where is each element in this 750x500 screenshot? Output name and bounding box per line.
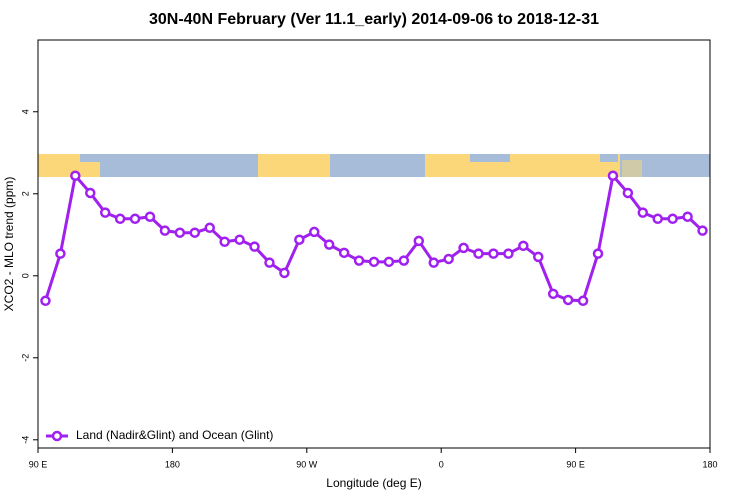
point	[249, 241, 260, 252]
x-tick-label: 180	[702, 459, 717, 469]
point	[204, 222, 215, 234]
x-tick-label: 90 E	[566, 459, 585, 469]
point	[85, 187, 96, 199]
point	[309, 226, 320, 238]
x-tick-label: 90 W	[296, 459, 318, 469]
point	[383, 256, 395, 268]
y-tick-label: -2	[20, 354, 30, 362]
point	[592, 248, 604, 259]
point	[413, 235, 425, 247]
y-tick-label: 4	[20, 109, 30, 114]
map-strip	[38, 154, 710, 177]
point	[547, 288, 559, 300]
point	[398, 255, 410, 266]
point	[368, 256, 380, 268]
x-tick-label: 0	[439, 459, 444, 469]
x-axis-label: Longitude (deg E)	[326, 476, 421, 490]
point	[577, 295, 589, 307]
point	[189, 227, 201, 238]
point	[652, 213, 663, 225]
point	[114, 213, 126, 225]
point	[637, 207, 649, 218]
point	[353, 255, 365, 266]
x-tick-label: 180	[165, 459, 180, 469]
point	[503, 248, 514, 259]
point	[682, 211, 693, 222]
point	[294, 234, 305, 245]
point	[443, 253, 454, 265]
point	[174, 227, 186, 238]
point	[40, 295, 51, 307]
point	[562, 294, 574, 306]
point	[533, 251, 544, 263]
point	[323, 239, 335, 250]
point	[622, 187, 634, 199]
point	[55, 248, 66, 259]
point	[607, 170, 619, 181]
series-line	[44, 172, 704, 303]
y-tick-label: 0	[20, 273, 30, 278]
legend-marker	[51, 430, 63, 442]
point	[697, 225, 708, 236]
plot-frame	[37, 39, 711, 449]
point	[518, 240, 529, 252]
point	[70, 170, 81, 181]
point	[667, 213, 678, 225]
chart-title: 30N-40N February (Ver 11.1_early) 2014-0…	[149, 11, 599, 28]
y-tick-label: 2	[20, 191, 30, 196]
point	[428, 257, 439, 268]
x-tick-label: 90 E	[29, 459, 48, 469]
point	[159, 225, 171, 236]
y-tick-label: -4	[20, 436, 30, 444]
point	[458, 242, 469, 254]
point	[219, 236, 230, 247]
legend-label: Land (Nadir&Glint) and Ocean (Glint)	[76, 428, 273, 442]
point	[129, 213, 141, 225]
point	[488, 248, 499, 259]
point	[338, 247, 350, 259]
point	[264, 257, 275, 268]
point	[473, 248, 484, 259]
point	[234, 234, 245, 245]
point	[279, 267, 290, 279]
point	[99, 207, 111, 218]
point	[144, 211, 156, 222]
y-axis-label: XCO2 - MLO trend (ppm)	[2, 177, 16, 312]
